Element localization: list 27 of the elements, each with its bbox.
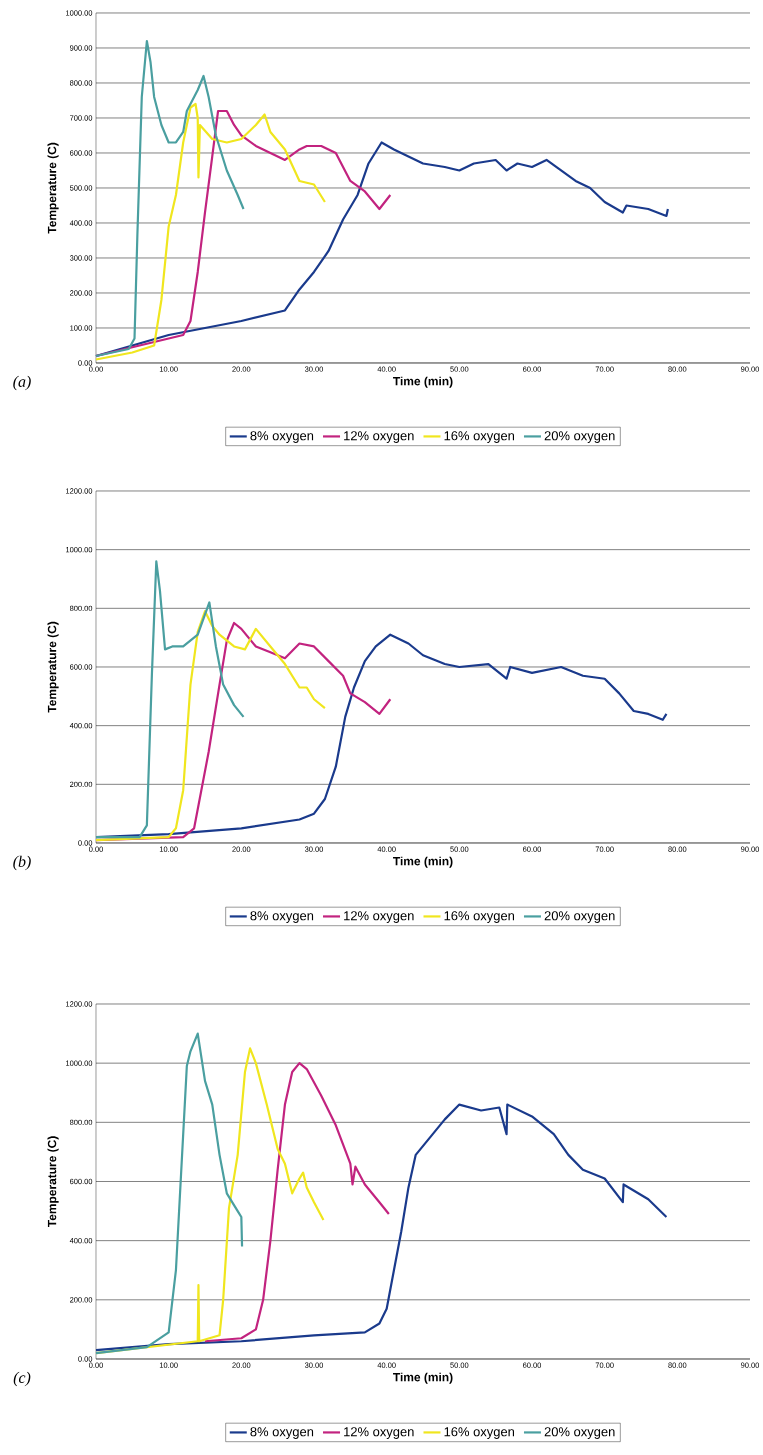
legend-label: 20% oxygen (544, 911, 615, 923)
legend-label: 12% oxygen (344, 911, 414, 923)
y-axis-title: Temperature (C) (47, 142, 59, 234)
x-axis-title: Time (min) (393, 1372, 453, 1384)
legend-label: 8% oxygen (250, 911, 314, 923)
line-series (95, 610, 327, 842)
legend-label: 12% oxygen (344, 431, 414, 443)
line-series (95, 39, 245, 358)
legend-label: 20% oxygen (544, 1427, 615, 1439)
y-axis-title: Temperature (C) (47, 621, 59, 713)
text: (b) (13, 855, 31, 871)
legend-label: 16% oxygen (444, 1427, 515, 1439)
text: (a) (13, 375, 31, 391)
legend-label: 8% oxygen (250, 1427, 314, 1439)
text: (c) (13, 1371, 31, 1387)
line-series (95, 560, 245, 839)
legend-label: 8% oxygen (250, 431, 314, 443)
line-series (95, 1103, 668, 1352)
legend-label: 12% oxygen (344, 1427, 414, 1439)
legend-label: 16% oxygen (444, 431, 515, 443)
legend-label: 20% oxygen (544, 431, 615, 443)
y-axis-title: Temperature (C) (47, 1136, 59, 1228)
x-axis-title: Time (min) (393, 376, 453, 388)
legend-label: 16% oxygen (444, 911, 515, 923)
line-series (204, 1062, 391, 1343)
line-series (95, 102, 327, 361)
x-axis-title: Time (min) (393, 856, 453, 868)
